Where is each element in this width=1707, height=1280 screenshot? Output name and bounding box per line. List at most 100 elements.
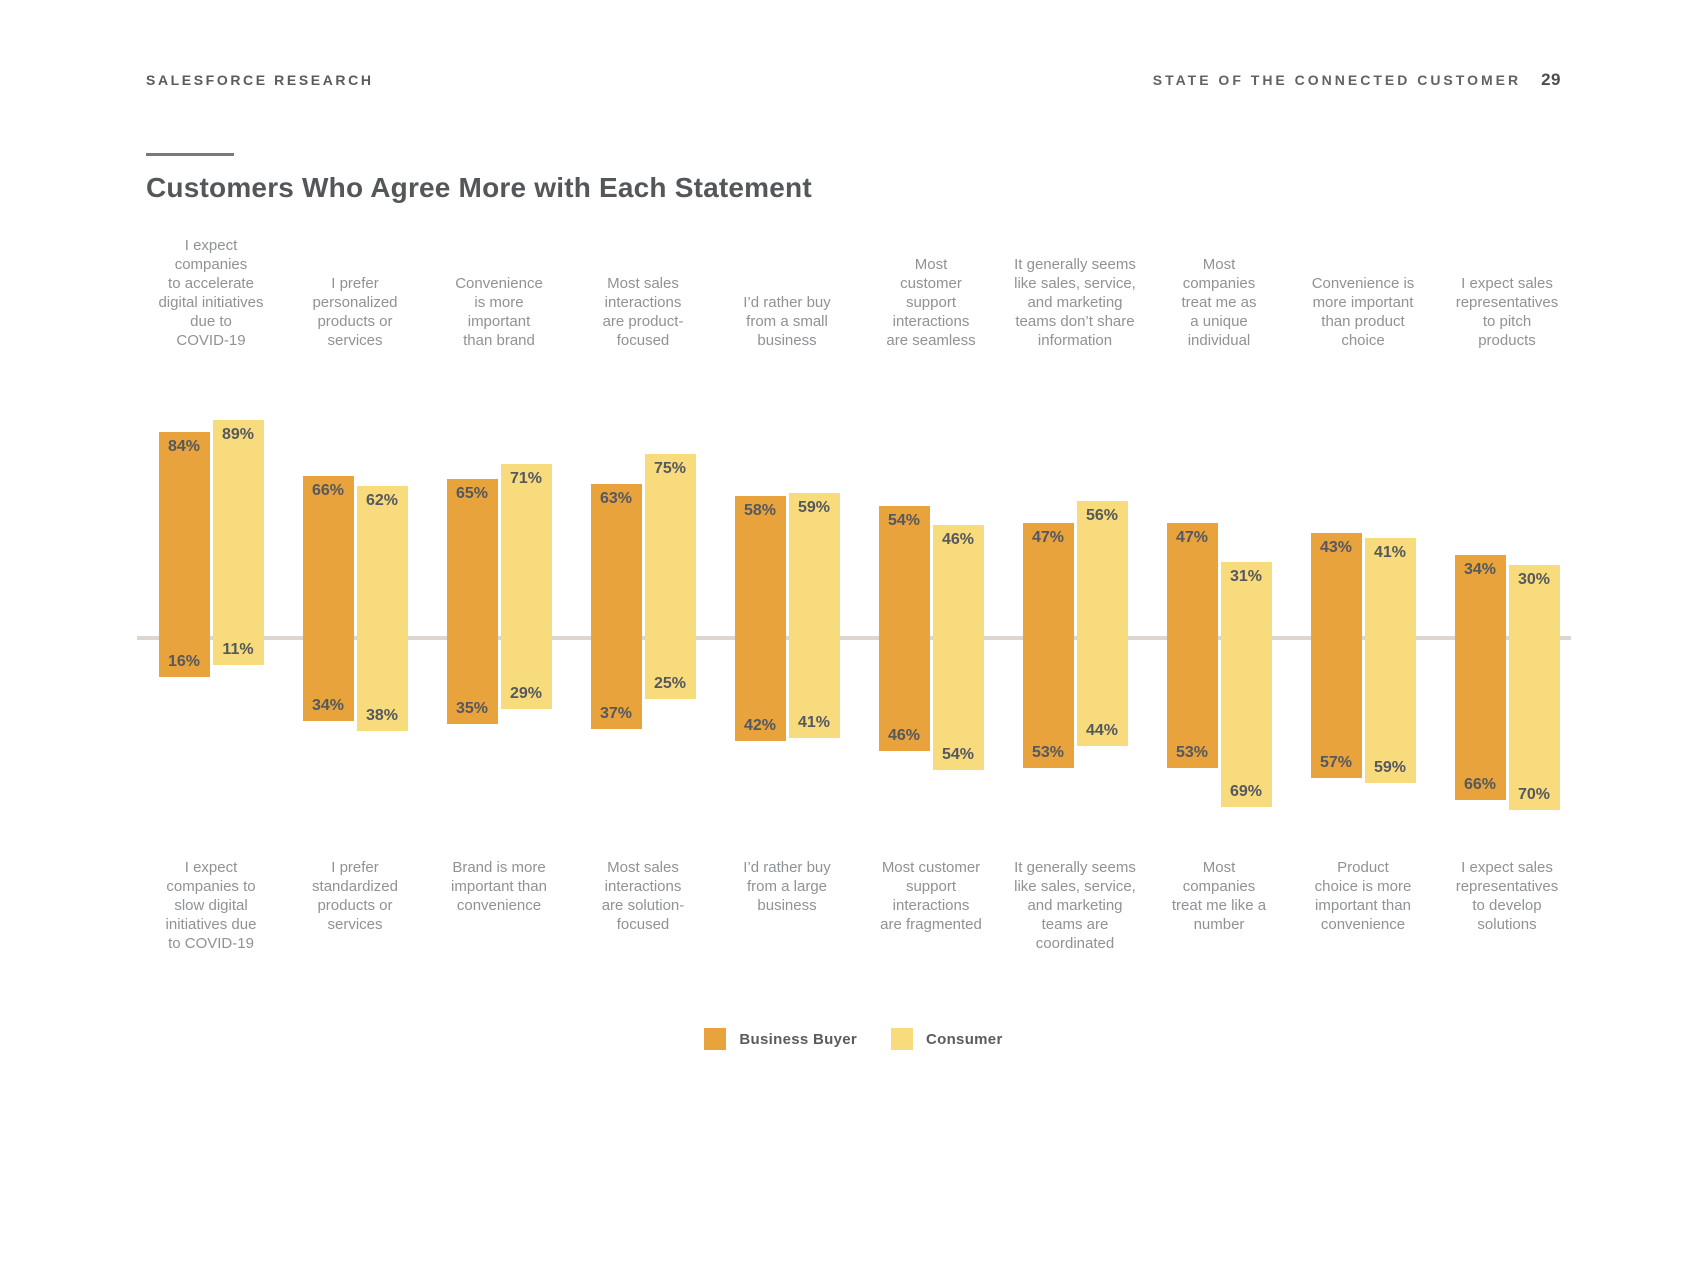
bar-business-buyer: 47% 53%: [1166, 522, 1218, 768]
statement-top-label: I expect sales representatives to pitch …: [1455, 275, 1559, 349]
statement-bottom-label: Most companies treat me like a number: [1171, 859, 1267, 933]
bar-value-bottom: 53%: [1175, 743, 1209, 761]
bar-value-bottom: 57%: [1319, 753, 1353, 771]
bar-value-bottom: 35%: [455, 699, 489, 717]
bar-business-buyer: 47% 53%: [1022, 522, 1074, 768]
bar-value-top: 59%: [797, 499, 831, 517]
statement-bottom-label: I expect companies to slow digital initi…: [165, 859, 257, 952]
bar-value-top: 63%: [599, 489, 633, 507]
bar-business-buyer: 66% 34%: [302, 476, 354, 722]
statement-bottom-label: Most customer support interactions are f…: [880, 859, 982, 933]
bar-value-top: 47%: [1175, 528, 1209, 546]
bar-value-bottom: 59%: [1373, 758, 1407, 776]
title-rule: [146, 153, 234, 156]
legend-label-business-buyer: Business Buyer: [739, 1030, 857, 1048]
statement-top-label: Most customer support interactions are s…: [886, 256, 976, 349]
bar-consumer: 59% 41%: [788, 493, 840, 739]
legend-swatch-business-buyer: [704, 1028, 727, 1050]
bar-value-bottom: 42%: [743, 716, 777, 734]
statement-top-label: It generally seems like sales, service, …: [1014, 256, 1136, 349]
legend-item-consumer: Consumer: [891, 1028, 1003, 1050]
legend-swatch-consumer: [891, 1028, 913, 1050]
chart-baseline: [137, 636, 1571, 640]
bar-value-bottom: 66%: [1463, 775, 1497, 793]
page-number: 29: [1541, 70, 1561, 89]
bar-value-top: 31%: [1229, 568, 1263, 586]
bar-consumer: 75% 25%: [644, 454, 696, 700]
bar-value-top: 89%: [221, 425, 255, 443]
bar-value-bottom: 11%: [222, 640, 254, 658]
bar-value-bottom: 70%: [1517, 785, 1551, 803]
bar-consumer: 62% 38%: [356, 486, 408, 732]
bar-value-top: 84%: [167, 438, 201, 456]
chart-legend: Business Buyer Consumer: [0, 1028, 1707, 1050]
bar-value-top: 41%: [1373, 543, 1407, 561]
bar-value-top: 66%: [311, 482, 345, 500]
bar-value-bottom: 34%: [311, 697, 345, 715]
bar-consumer: 89% 11%: [212, 419, 264, 665]
bar-value-bottom: 41%: [797, 714, 831, 732]
top-statements-row: I expect companies to accelerate digital…: [139, 232, 1579, 350]
bar-value-top: 43%: [1319, 538, 1353, 556]
page-header: SALESFORCE RESEARCH STATE OF THE CONNECT…: [146, 70, 1561, 90]
bar-consumer: 31% 69%: [1220, 562, 1272, 808]
report-title: STATE OF THE CONNECTED CUSTOMER: [1152, 72, 1522, 88]
legend-item-business-buyer: Business Buyer: [704, 1028, 857, 1050]
bar-business-buyer: 63% 37%: [590, 483, 642, 729]
bar-value-top: 58%: [743, 501, 777, 519]
statement-top-label: I expect companies to accelerate digital…: [158, 237, 264, 349]
statement-bottom-label: I prefer standardized products or servic…: [312, 859, 398, 933]
bar-value-top: 54%: [887, 511, 921, 529]
bar-business-buyer: 84% 16%: [158, 432, 210, 678]
bar-value-top: 71%: [509, 470, 543, 488]
bar-value-bottom: 54%: [941, 746, 975, 764]
bar-business-buyer: 65% 35%: [446, 478, 498, 724]
bar-value-bottom: 38%: [365, 707, 399, 725]
bar-value-top: 46%: [941, 531, 975, 549]
bar-business-buyer: 54% 46%: [878, 505, 930, 751]
bar-value-top: 30%: [1517, 570, 1551, 588]
bar-value-bottom: 53%: [1031, 743, 1065, 761]
bar-value-top: 65%: [455, 484, 489, 502]
statement-bottom-label: I’d rather buy from a large business: [743, 859, 831, 914]
statement-top-label: Convenience is more important than brand: [455, 275, 543, 349]
bottom-statements-row: I expect companies to slow digital initi…: [139, 858, 1579, 953]
bar-value-bottom: 46%: [887, 726, 921, 744]
bar-value-top: 34%: [1463, 560, 1497, 578]
statement-bottom-label: I expect sales representatives to develo…: [1455, 859, 1559, 933]
page-title: Customers Who Agree More with Each State…: [146, 172, 812, 203]
statement-bottom-label: It generally seems like sales, service, …: [1014, 859, 1136, 952]
plot-area: 84% 16% 89% 11% 66% 34% 62% 38% 65% 35% 71% 29% 63% 3…: [137, 350, 1579, 820]
bar-consumer: 71% 29%: [500, 464, 552, 710]
statement-bottom-label: Product choice is more important than co…: [1314, 859, 1412, 933]
brand-label: SALESFORCE RESEARCH: [146, 72, 374, 88]
bar-value-top: 62%: [365, 492, 399, 510]
bar-business-buyer: 58% 42%: [734, 495, 786, 741]
diverging-bar-chart: I expect companies to accelerate digital…: [137, 232, 1579, 953]
bar-consumer: 41% 59%: [1364, 537, 1416, 783]
bar-value-top: 47%: [1031, 528, 1065, 546]
bar-value-bottom: 29%: [509, 685, 543, 703]
statement-top-label: I prefer personalized products or servic…: [312, 275, 398, 349]
statement-bottom-label: Brand is more important than convenience: [451, 859, 547, 914]
bar-value-top: 56%: [1085, 506, 1119, 524]
bar-business-buyer: 43% 57%: [1310, 532, 1362, 778]
bar-value-bottom: 25%: [653, 675, 687, 693]
bar-value-bottom: 37%: [599, 704, 633, 722]
bar-value-top: 75%: [653, 460, 687, 478]
bar-business-buyer: 34% 66%: [1454, 554, 1506, 800]
statement-top-label: I’d rather buy from a small business: [743, 294, 831, 349]
statement-bottom-label: Most sales interactions are solution- fo…: [601, 859, 685, 933]
bar-value-bottom: 16%: [167, 653, 201, 671]
legend-label-consumer: Consumer: [926, 1030, 1003, 1048]
bar-value-bottom: 69%: [1229, 783, 1263, 801]
bar-consumer: 46% 54%: [932, 525, 984, 771]
report-title-block: STATE OF THE CONNECTED CUSTOMER 29: [1153, 70, 1561, 90]
bar-consumer: 30% 70%: [1508, 564, 1560, 810]
statement-top-label: Convenience is more important than produ…: [1311, 275, 1415, 349]
bar-value-bottom: 44%: [1085, 721, 1119, 739]
bar-consumer: 56% 44%: [1076, 500, 1128, 746]
statement-top-label: Most sales interactions are product- foc…: [602, 275, 684, 349]
statement-top-label: Most companies treat me as a unique indi…: [1181, 256, 1257, 349]
